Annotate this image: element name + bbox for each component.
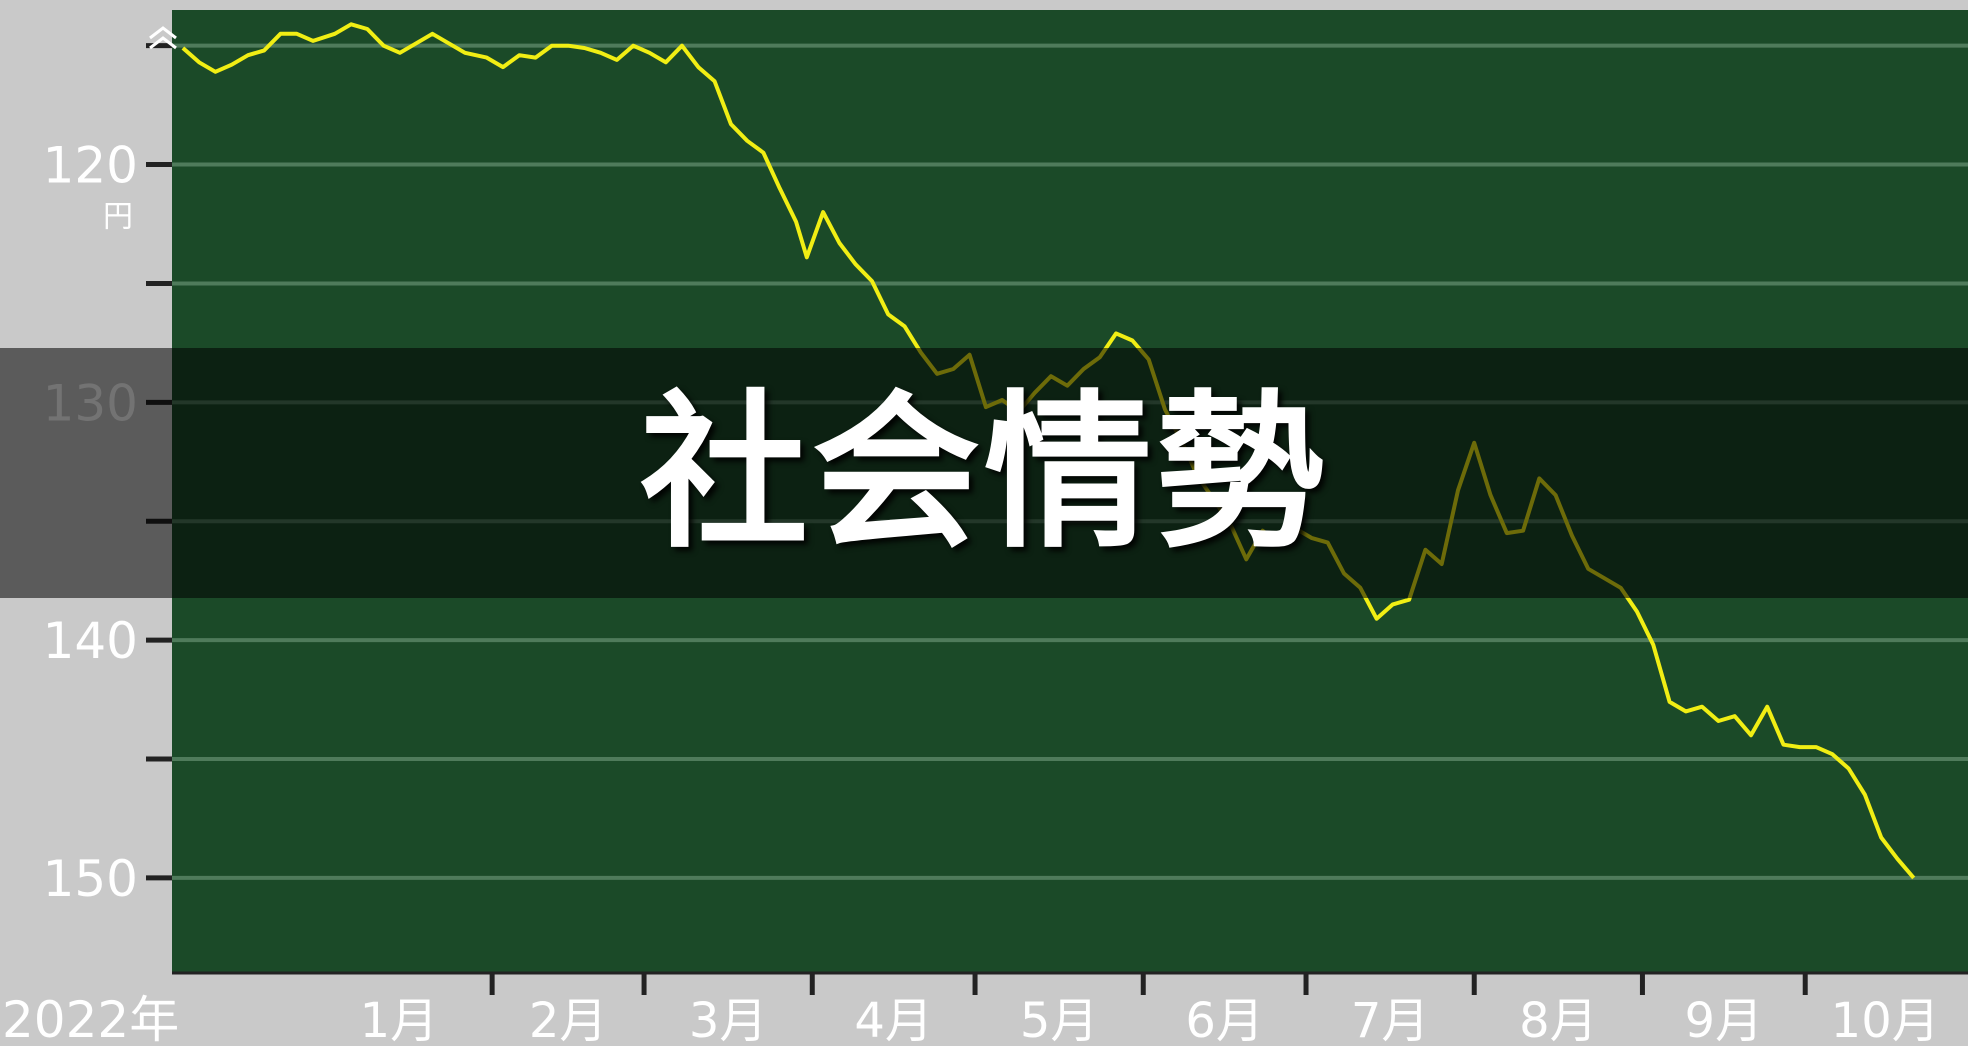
x-tick-label-7: 7月 bbox=[1351, 993, 1430, 1046]
x-tick-label-10: 10月 bbox=[1831, 993, 1940, 1046]
y-tick-label-140: 140 bbox=[43, 612, 138, 670]
x-tick-label-9: 9月 bbox=[1685, 993, 1764, 1046]
x-tick-label-4: 4月 bbox=[854, 993, 933, 1046]
x-axis: 1月 2月 3月 4月 5月 6月 7月 8月 9月 10月 bbox=[172, 971, 1968, 1046]
banner-title: 社会情勢 bbox=[640, 375, 1328, 571]
title-banner: 社会情勢 bbox=[0, 348, 1968, 598]
double-chevron-up-icon bbox=[149, 26, 177, 50]
x-tick-label-3: 3月 bbox=[689, 993, 768, 1046]
y-tick-label-120: 120 bbox=[43, 137, 138, 195]
x-tick-label-6: 6月 bbox=[1185, 993, 1264, 1046]
y-tick-label-150: 150 bbox=[43, 850, 138, 908]
x-tick-label-5: 5月 bbox=[1020, 993, 1099, 1046]
x-tick-label-8: 8月 bbox=[1519, 993, 1598, 1046]
x-tick-label-2: 2月 bbox=[529, 993, 608, 1046]
x-tick-label-1: 1月 bbox=[360, 993, 439, 1046]
y-axis-unit-label: 円 bbox=[103, 200, 133, 235]
x-axis-year-label: 2022年 bbox=[2, 991, 179, 1046]
